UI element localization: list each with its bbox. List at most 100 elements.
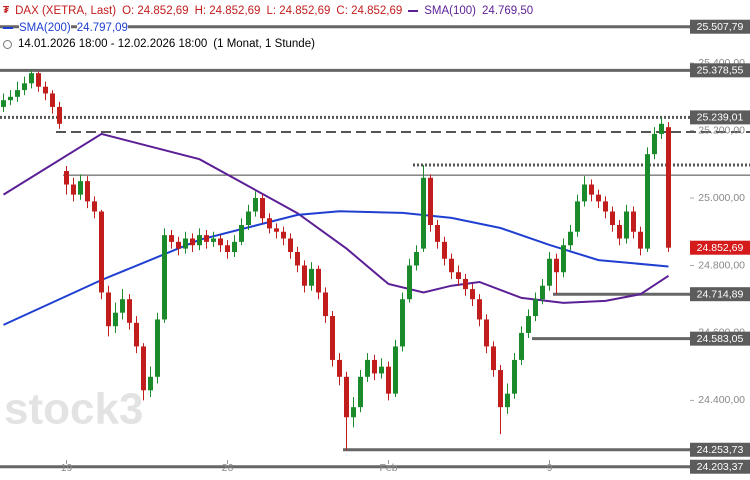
level-label-box xyxy=(690,459,750,474)
candle-body xyxy=(512,359,517,394)
candle-body xyxy=(22,83,27,91)
level-label-box xyxy=(690,63,750,78)
candle-body xyxy=(407,265,412,300)
candle-body xyxy=(379,366,384,374)
candle-body xyxy=(463,278,468,290)
y-tick-label: 24.400,00 xyxy=(698,394,745,406)
candle-body xyxy=(50,93,55,107)
candle-body xyxy=(323,292,328,317)
level-label-box xyxy=(690,287,750,302)
candle-body xyxy=(281,231,286,239)
legend-entry[interactable]: SMA(200) xyxy=(19,19,71,36)
candle-body xyxy=(204,235,209,242)
candle-body xyxy=(470,289,475,300)
legend-row: 14.01.2026 18:00 - 12.02.2026 18:00 (1 M… xyxy=(3,36,533,53)
legend-row: ₮ DAX (XETRA, Last) O: 24.852,69 H: 24.8… xyxy=(3,3,534,20)
candle-body xyxy=(659,123,664,134)
candle-body xyxy=(246,211,251,226)
candle-body xyxy=(526,316,531,333)
candle-body xyxy=(638,231,643,249)
candle-body xyxy=(253,198,258,212)
level-label-box xyxy=(690,19,750,34)
candle-body xyxy=(575,201,580,232)
period: (1 Monat, 1 Stunde) xyxy=(213,36,315,53)
level-label: 25.378,55 xyxy=(697,65,744,77)
ohlc-open: O: 24.852,69 xyxy=(122,3,189,20)
candle-body xyxy=(36,73,41,87)
current-price-box xyxy=(690,240,750,255)
candle-body xyxy=(64,171,69,185)
candle-body xyxy=(274,228,279,232)
candle-body xyxy=(414,251,419,266)
candle-body xyxy=(15,90,20,97)
candle-body xyxy=(141,346,146,391)
level-label: 25.239,01 xyxy=(697,112,744,124)
candle-body xyxy=(582,184,587,202)
candle-body xyxy=(85,181,90,202)
candle-body xyxy=(302,265,307,286)
candle-body xyxy=(498,370,503,408)
candle-body xyxy=(43,86,48,94)
sma-line xyxy=(2,132,670,304)
candle-body xyxy=(78,181,83,195)
candle-body xyxy=(400,299,405,347)
candle-body xyxy=(148,376,153,391)
candle-body xyxy=(29,73,34,84)
candle-body xyxy=(162,235,167,320)
candle-body xyxy=(561,245,566,273)
candle-body xyxy=(568,231,573,246)
candle-body xyxy=(232,241,237,252)
x-tick-label: Feb xyxy=(379,462,397,474)
candle-body xyxy=(330,316,335,360)
candle-body xyxy=(211,238,216,242)
candle-body xyxy=(652,133,657,155)
y-tick-label: 24.800,00 xyxy=(698,259,745,271)
candle-body xyxy=(99,211,104,293)
candle-body xyxy=(477,299,482,320)
candle-body xyxy=(155,319,160,377)
legend-swatch xyxy=(3,26,13,29)
candle-body xyxy=(295,251,300,266)
candle-body xyxy=(316,268,321,293)
level-label: 24.714,89 xyxy=(697,288,744,300)
candle-body xyxy=(589,184,594,195)
legend-row: SMA(200) 24.797,09 xyxy=(3,19,533,36)
watermark: stock3 xyxy=(4,385,143,434)
candle-body xyxy=(71,184,76,195)
legend-entry[interactable]: SMA(100) xyxy=(424,3,477,20)
candle-body xyxy=(190,238,195,246)
level-label-box xyxy=(690,110,750,125)
x-tick-label: 26 xyxy=(222,462,234,474)
candle-body xyxy=(533,299,538,317)
candle-body xyxy=(197,235,202,246)
current-price-label: 24.852,69 xyxy=(697,242,744,254)
candle-body xyxy=(176,241,181,249)
candle-body xyxy=(309,268,314,286)
candle-body xyxy=(554,258,559,273)
candle-body xyxy=(344,376,349,418)
candle-body xyxy=(183,238,188,249)
legend-swatch xyxy=(408,10,419,13)
candle-body xyxy=(120,299,125,313)
candle-body xyxy=(386,366,391,394)
candle-body xyxy=(127,299,132,323)
candle-body xyxy=(442,241,447,259)
candle-body xyxy=(645,154,650,249)
candle-body xyxy=(365,359,370,377)
candle-body xyxy=(421,177,426,249)
ohlc-high: H: 24.852,69 xyxy=(194,3,261,20)
candle-body xyxy=(1,100,6,107)
candle-body xyxy=(393,346,398,394)
candle-body xyxy=(8,96,13,101)
y-tick-label: 25.000,00 xyxy=(698,192,745,204)
legend: ₮ DAX (XETRA, Last) O: 24.852,69 H: 24.8… xyxy=(3,3,534,53)
candle-body xyxy=(610,211,615,226)
ohlc-close: C: 24.852,69 xyxy=(336,3,403,20)
instrument: DAX (XETRA, Last) xyxy=(15,3,117,20)
candle-body xyxy=(505,393,510,408)
candle-body xyxy=(106,292,111,327)
settings-icon[interactable] xyxy=(3,39,12,49)
candle-body xyxy=(57,106,62,124)
candle-body xyxy=(358,376,363,408)
